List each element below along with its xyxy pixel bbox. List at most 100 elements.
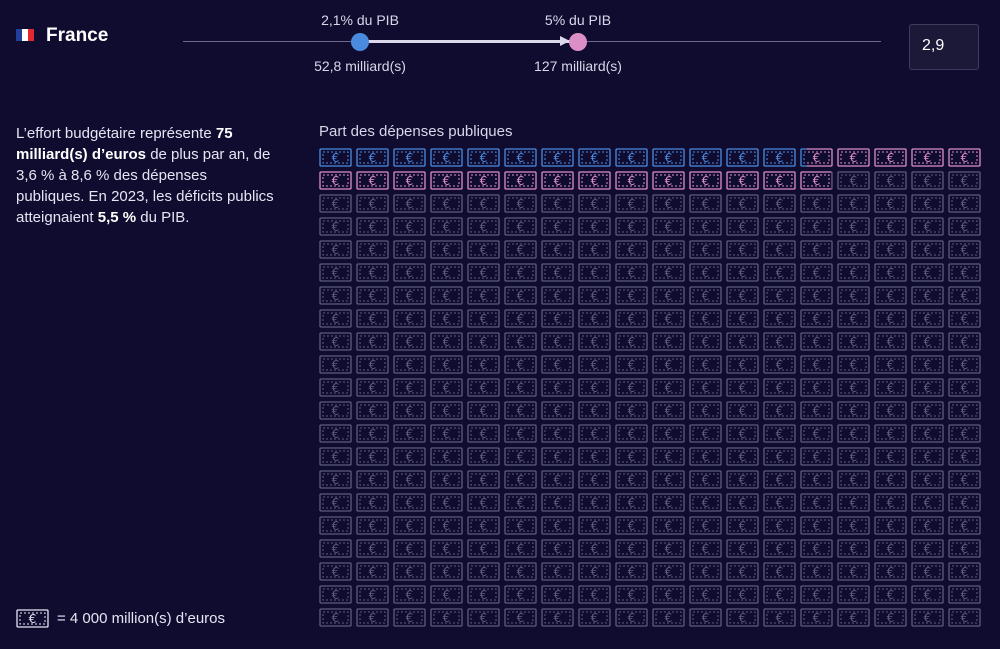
svg-text:€: € xyxy=(702,473,710,487)
banknote-icon: € xyxy=(393,539,426,558)
banknote-icon: € xyxy=(726,470,759,489)
banknote-icon: € xyxy=(911,539,944,558)
banknote-icon: € xyxy=(541,217,574,236)
banknote-icon: € xyxy=(393,470,426,489)
banknote-icon: € xyxy=(504,516,537,535)
banknote-icon: € xyxy=(393,263,426,282)
banknote-icon: € xyxy=(615,263,648,282)
svg-text:€: € xyxy=(443,473,451,487)
banknote-icon: € xyxy=(689,424,722,443)
banknote-icon: € xyxy=(504,608,537,627)
banknote-icon: € xyxy=(430,516,463,535)
banknote-icon: € xyxy=(837,194,870,213)
svg-text:€: € xyxy=(517,496,525,510)
svg-text:€: € xyxy=(813,542,821,556)
banknote-icon: € xyxy=(652,424,685,443)
banknote-icon: € xyxy=(430,286,463,305)
banknote-icon: € xyxy=(763,240,796,259)
banknote-icon: € xyxy=(467,516,500,535)
banknote-icon: € xyxy=(689,263,722,282)
svg-text:€: € xyxy=(406,542,414,556)
banknote-icon: € xyxy=(689,378,722,397)
banknote-icon: € xyxy=(319,470,352,489)
svg-text:€: € xyxy=(480,542,488,556)
svg-text:€: € xyxy=(887,542,895,556)
svg-text:€: € xyxy=(443,289,451,303)
banknote-icon: € xyxy=(948,240,981,259)
banknote-icon: € xyxy=(837,309,870,328)
banknote-icon: € xyxy=(652,447,685,466)
banknote-icon: € xyxy=(800,355,833,374)
svg-text:€: € xyxy=(480,312,488,326)
svg-text:€: € xyxy=(480,289,488,303)
svg-text:€: € xyxy=(480,427,488,441)
banknote-icon: € xyxy=(467,332,500,351)
svg-text:€: € xyxy=(665,289,673,303)
banknote-icon: € xyxy=(874,424,907,443)
start-marker[interactable] xyxy=(351,33,369,51)
svg-text:€: € xyxy=(628,496,636,510)
svg-text:€: € xyxy=(887,358,895,372)
banknote-icon: € xyxy=(652,240,685,259)
svg-text:€: € xyxy=(924,358,932,372)
banknote-icon: € xyxy=(948,148,981,167)
banknote-icon: € xyxy=(726,608,759,627)
svg-text:€: € xyxy=(480,519,488,533)
banknote-icon: € xyxy=(726,585,759,604)
banknote-icon: € xyxy=(393,194,426,213)
svg-text:€: € xyxy=(702,519,710,533)
svg-text:€: € xyxy=(332,542,340,556)
banknote-icon: € xyxy=(689,539,722,558)
svg-text:€: € xyxy=(369,519,377,533)
svg-text:€: € xyxy=(961,611,969,625)
banknote-icon: € xyxy=(837,447,870,466)
svg-text:€: € xyxy=(665,611,673,625)
svg-text:€: € xyxy=(517,427,525,441)
svg-text:€: € xyxy=(776,312,784,326)
value-input[interactable]: 2,9 xyxy=(909,24,979,70)
svg-text:€: € xyxy=(739,312,747,326)
svg-text:€: € xyxy=(369,266,377,280)
banknote-icon: € xyxy=(800,240,833,259)
banknote-icon: € xyxy=(578,286,611,305)
banknote-icon: € xyxy=(763,493,796,512)
banknote-icon: € xyxy=(541,286,574,305)
svg-text:€: € xyxy=(813,266,821,280)
svg-text:€: € xyxy=(776,588,784,602)
svg-text:€: € xyxy=(443,335,451,349)
svg-text:€: € xyxy=(702,358,710,372)
banknote-icon: € xyxy=(541,194,574,213)
banknote-icon: € xyxy=(541,378,574,397)
svg-text:€: € xyxy=(924,496,932,510)
banknote-icon: € xyxy=(837,171,870,190)
svg-text:€: € xyxy=(739,542,747,556)
france-flag-icon xyxy=(16,29,34,41)
banknote-icon: € xyxy=(615,148,648,167)
banknote-icon: € xyxy=(504,493,537,512)
svg-text:€: € xyxy=(702,450,710,464)
svg-text:€: € xyxy=(443,266,451,280)
banknote-icon: € xyxy=(393,562,426,581)
svg-text:€: € xyxy=(961,197,969,211)
svg-text:€: € xyxy=(443,588,451,602)
banknote-icon: € xyxy=(541,148,574,167)
svg-text:€: € xyxy=(739,197,747,211)
banknote-icon: € xyxy=(356,562,389,581)
svg-text:€: € xyxy=(369,611,377,625)
banknote-icon: € xyxy=(467,424,500,443)
banknote-icon: € xyxy=(467,171,500,190)
svg-text:€: € xyxy=(628,519,636,533)
banknote-icon: € xyxy=(689,493,722,512)
svg-text:€: € xyxy=(554,266,562,280)
svg-text:€: € xyxy=(961,174,969,188)
banknote-icon: € xyxy=(652,263,685,282)
banknote-icon: € xyxy=(541,401,574,420)
banknote-icon: € xyxy=(430,309,463,328)
banknote-icon: € xyxy=(763,378,796,397)
end-marker[interactable] xyxy=(569,33,587,51)
svg-text:€: € xyxy=(443,519,451,533)
banknote-icon: € xyxy=(911,148,944,167)
banknote-icon: € xyxy=(541,470,574,489)
banknote-icon: € xyxy=(874,286,907,305)
banknote-icon: € xyxy=(911,309,944,328)
